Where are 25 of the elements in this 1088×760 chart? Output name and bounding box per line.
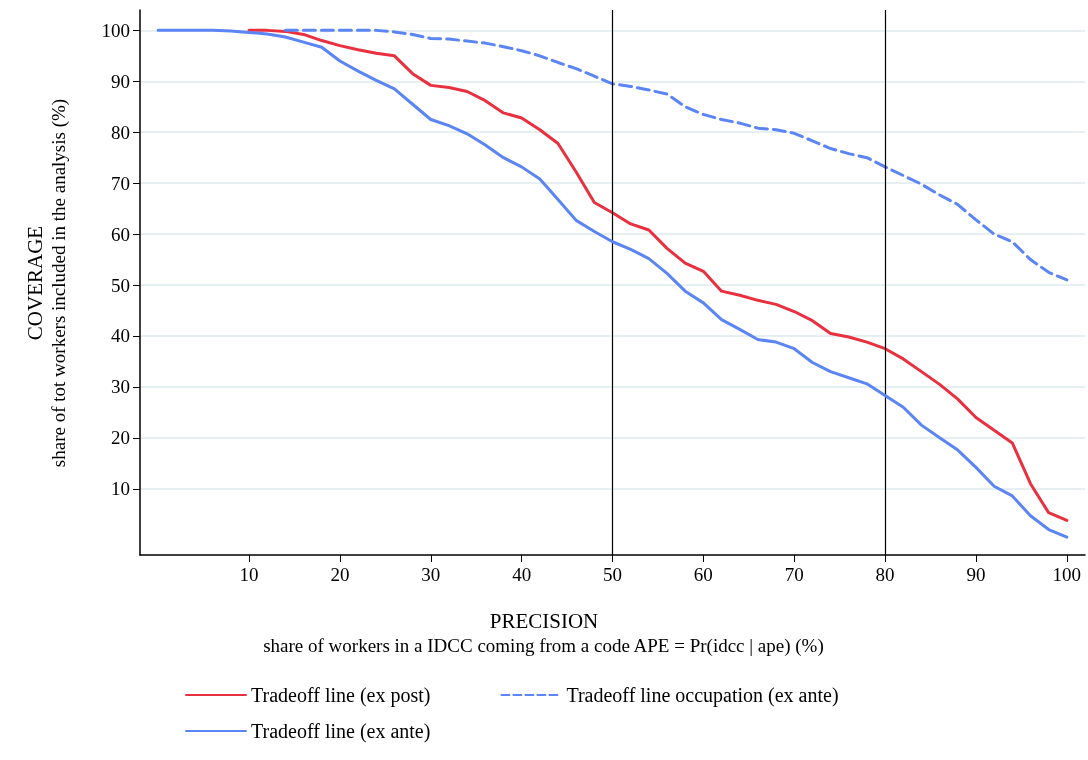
x-tick-label: 20: [330, 564, 350, 585]
x-tick-label: 100: [1052, 564, 1082, 585]
y-tick-label: 30: [111, 376, 130, 398]
y-tick-label: 60: [111, 223, 130, 245]
x-axis-title: PRECISION share of workers in a IDCC coming from a code APE = Pr(idcc | ape) (%): [263, 608, 824, 657]
y-tick-label: 50: [111, 274, 130, 296]
x-tick-label: 70: [784, 564, 804, 585]
y-tick-label: 20: [111, 427, 130, 449]
x-tick-label: 10: [239, 564, 259, 585]
y-tick-label: 80: [111, 121, 130, 143]
y-tick-label: 10: [111, 478, 130, 500]
x-tick-label: 50: [603, 564, 622, 585]
legend-label: Tradeoff line (ex post): [251, 684, 431, 707]
y-tick-label: 90: [111, 70, 130, 92]
x-tick-label: 80: [875, 564, 895, 585]
y-axis-title: COVERAGE share of tot workers included in the analysis (%): [23, 98, 70, 468]
y-tick-label: 70: [111, 172, 130, 194]
x-tick-label: 60: [693, 564, 713, 585]
legend-label: Tradeoff line (ex ante): [251, 720, 431, 743]
x-tick-label: 30: [421, 564, 441, 585]
y-tick-label: 40: [111, 325, 130, 347]
x-tick-label: 90: [966, 564, 986, 585]
legend-label: Tradeoff line occupation (ex ante): [566, 684, 839, 707]
x-tick-label: 40: [512, 564, 532, 585]
y-tick-label: 100: [101, 19, 130, 41]
